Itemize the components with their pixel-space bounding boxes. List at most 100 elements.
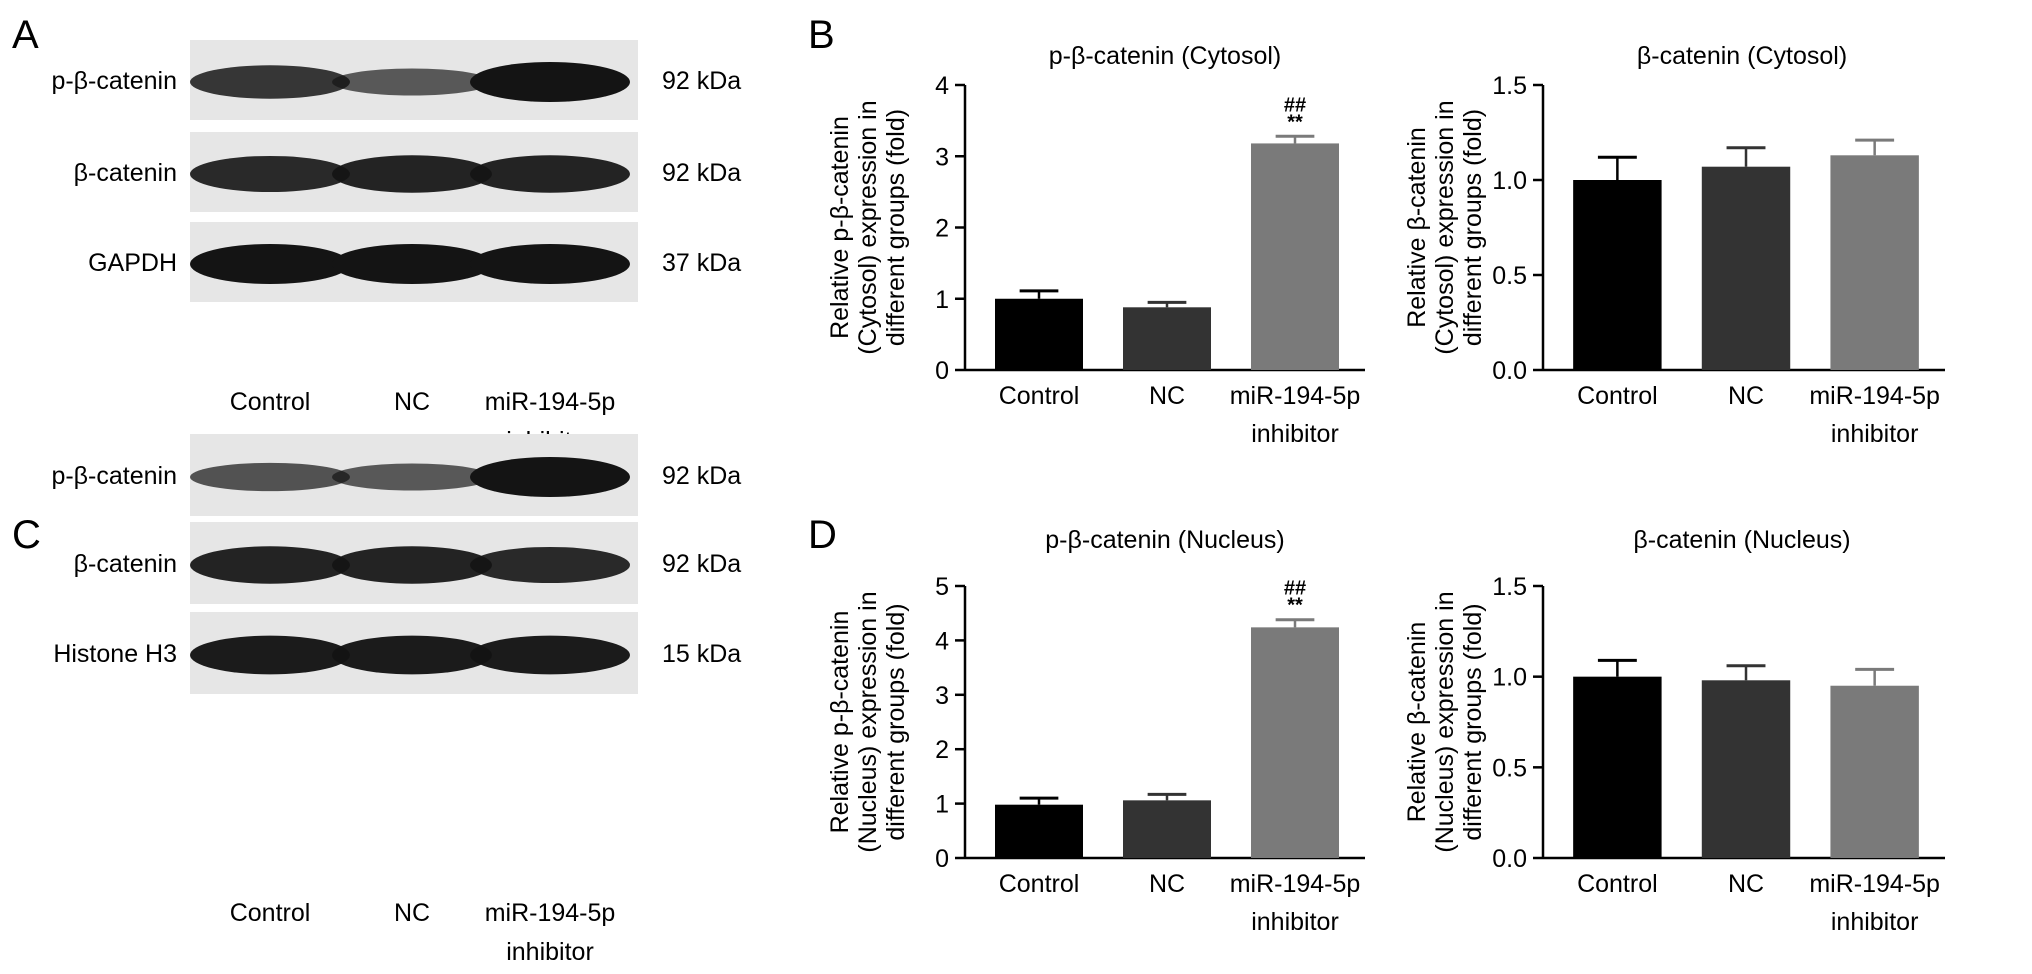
- bar: [1573, 676, 1662, 858]
- blot-row-label: p-β-catenin: [51, 462, 177, 490]
- x-category-label: miR-194-5p: [1230, 870, 1361, 898]
- bar: [1830, 685, 1919, 858]
- y-tick-label: 0.0: [1492, 357, 1527, 385]
- significance-marker: **: [1287, 111, 1303, 133]
- bar-chart-cytosol-p-beta-catenin: p-β-catenin (Cytosol) Relative p-β-cateni…: [826, 42, 1365, 448]
- blot-band: [332, 244, 492, 284]
- blot-band: [470, 635, 630, 675]
- blot-row-label: β-catenin: [74, 159, 177, 187]
- blot-size-label: 15 kDa: [662, 640, 741, 668]
- blot-band: [332, 635, 492, 675]
- y-tick-label: 2: [935, 215, 949, 243]
- x-category-label: Control: [1577, 870, 1658, 898]
- blot-band: [190, 635, 350, 675]
- bar-chart-cytosol-beta-catenin: β-catenin (Cytosol) Relative β-catenin (Cy…: [1403, 42, 1945, 448]
- blot-row-label: p-β-catenin: [51, 67, 177, 95]
- y-axis-label: different groups (fold): [1459, 603, 1487, 840]
- y-tick-label: 1: [935, 286, 949, 314]
- y-tick-label: 1.5: [1492, 573, 1527, 601]
- bar: [995, 298, 1083, 370]
- y-tick-label: 2: [935, 736, 949, 764]
- blot-band: [470, 62, 630, 102]
- x-category-label: inhibitor: [1251, 420, 1339, 448]
- blot-band: [190, 462, 350, 492]
- x-category-label: Control: [999, 382, 1080, 410]
- y-axis-label: different groups (fold): [1459, 109, 1487, 346]
- x-category-label: NC: [1728, 382, 1764, 410]
- lane-label: miR-194-5p: [485, 899, 616, 927]
- blot-band: [190, 155, 350, 193]
- y-axis-label: different groups (fold): [882, 109, 910, 346]
- y-tick-label: 0.0: [1492, 845, 1527, 873]
- panel-letter-c: C: [12, 513, 41, 557]
- y-tick-label: 1.0: [1492, 167, 1527, 195]
- blot-band: [332, 155, 492, 193]
- bar-chart-nucleus-p-beta-catenin: p-β-catenin (Nucleus) Relative p-β-cateni…: [826, 526, 1365, 936]
- blot-size-label: 92 kDa: [662, 550, 741, 578]
- blot-band: [470, 457, 630, 497]
- blot-band: [190, 546, 350, 584]
- x-category-label: Control: [999, 870, 1080, 898]
- x-category-label: miR-194-5p: [1809, 870, 1940, 898]
- blot-band: [332, 546, 492, 584]
- bar: [995, 804, 1083, 858]
- x-category-label: miR-194-5p: [1809, 382, 1940, 410]
- western-blot-c: p-β-catenin 92 kDa β-catenin 92 kDa Histone …: [51, 434, 741, 966]
- y-tick-label: 1.0: [1492, 664, 1527, 692]
- y-axis-label: Relative β-catenin: [1403, 127, 1431, 328]
- y-tick-label: 1.5: [1492, 72, 1527, 100]
- bar: [1701, 680, 1791, 858]
- x-category-label: inhibitor: [1831, 420, 1919, 448]
- x-category-label: NC: [1149, 382, 1185, 410]
- x-category-label: inhibitor: [1251, 908, 1339, 936]
- bar: [1123, 307, 1211, 370]
- blot-size-label: 37 kDa: [662, 249, 741, 277]
- lane-label: NC: [394, 388, 430, 416]
- y-axis-label: (Nucleus) expression in: [1431, 591, 1459, 852]
- blot-band: [190, 244, 350, 284]
- blot-band: [332, 463, 492, 491]
- y-tick-label: 0: [935, 357, 949, 385]
- significance-marker: ##: [1284, 578, 1306, 600]
- x-category-label: Control: [1577, 382, 1658, 410]
- y-tick-label: 3: [935, 143, 949, 171]
- bar: [1251, 143, 1339, 370]
- panel-letter-b: B: [808, 13, 835, 57]
- y-tick-label: 4: [935, 72, 949, 100]
- y-tick-label: 0.5: [1492, 262, 1527, 290]
- western-blot-a: p-β-catenin 92 kDa β-catenin 92 kDa GAPDH 37 …: [51, 40, 741, 455]
- lane-label: NC: [394, 899, 430, 927]
- blot-band: [470, 155, 630, 193]
- chart-title: β-catenin (Cytosol): [1637, 42, 1847, 70]
- x-category-label: NC: [1149, 870, 1185, 898]
- x-category-label: NC: [1728, 870, 1764, 898]
- bar: [1573, 180, 1662, 370]
- significance-marker: **: [1287, 595, 1303, 617]
- chart-title: p-β-catenin (Cytosol): [1049, 42, 1282, 70]
- lane-label: Control: [230, 388, 311, 416]
- y-tick-label: 5: [935, 573, 949, 601]
- bar: [1830, 155, 1919, 370]
- y-tick-label: 0: [935, 845, 949, 873]
- x-category-label: miR-194-5p: [1230, 382, 1361, 410]
- panel-letter-a: A: [12, 13, 39, 57]
- bar: [1251, 627, 1339, 858]
- blot-row-label: GAPDH: [88, 249, 177, 277]
- blot-row-label: Histone H3: [53, 640, 177, 668]
- chart-title: p-β-catenin (Nucleus): [1045, 526, 1284, 554]
- y-axis-label: Relative p-β-catenin: [826, 116, 854, 339]
- blot-band: [190, 65, 350, 99]
- blot-size-label: 92 kDa: [662, 67, 741, 95]
- significance-marker: ##: [1284, 94, 1306, 116]
- y-axis-label: Relative β-catenin: [1403, 622, 1431, 823]
- chart-title: β-catenin (Nucleus): [1633, 526, 1850, 554]
- blot-band: [470, 244, 630, 284]
- y-tick-label: 3: [935, 682, 949, 710]
- bar: [1701, 166, 1791, 370]
- y-axis-label: (Cytosol) expression in: [1431, 100, 1459, 354]
- y-axis-label: Relative p-β-catenin: [826, 611, 854, 834]
- y-axis-label: different groups (fold): [882, 603, 910, 840]
- y-axis-label: (Nucleus) expression in: [854, 591, 882, 852]
- y-tick-label: 4: [935, 627, 949, 655]
